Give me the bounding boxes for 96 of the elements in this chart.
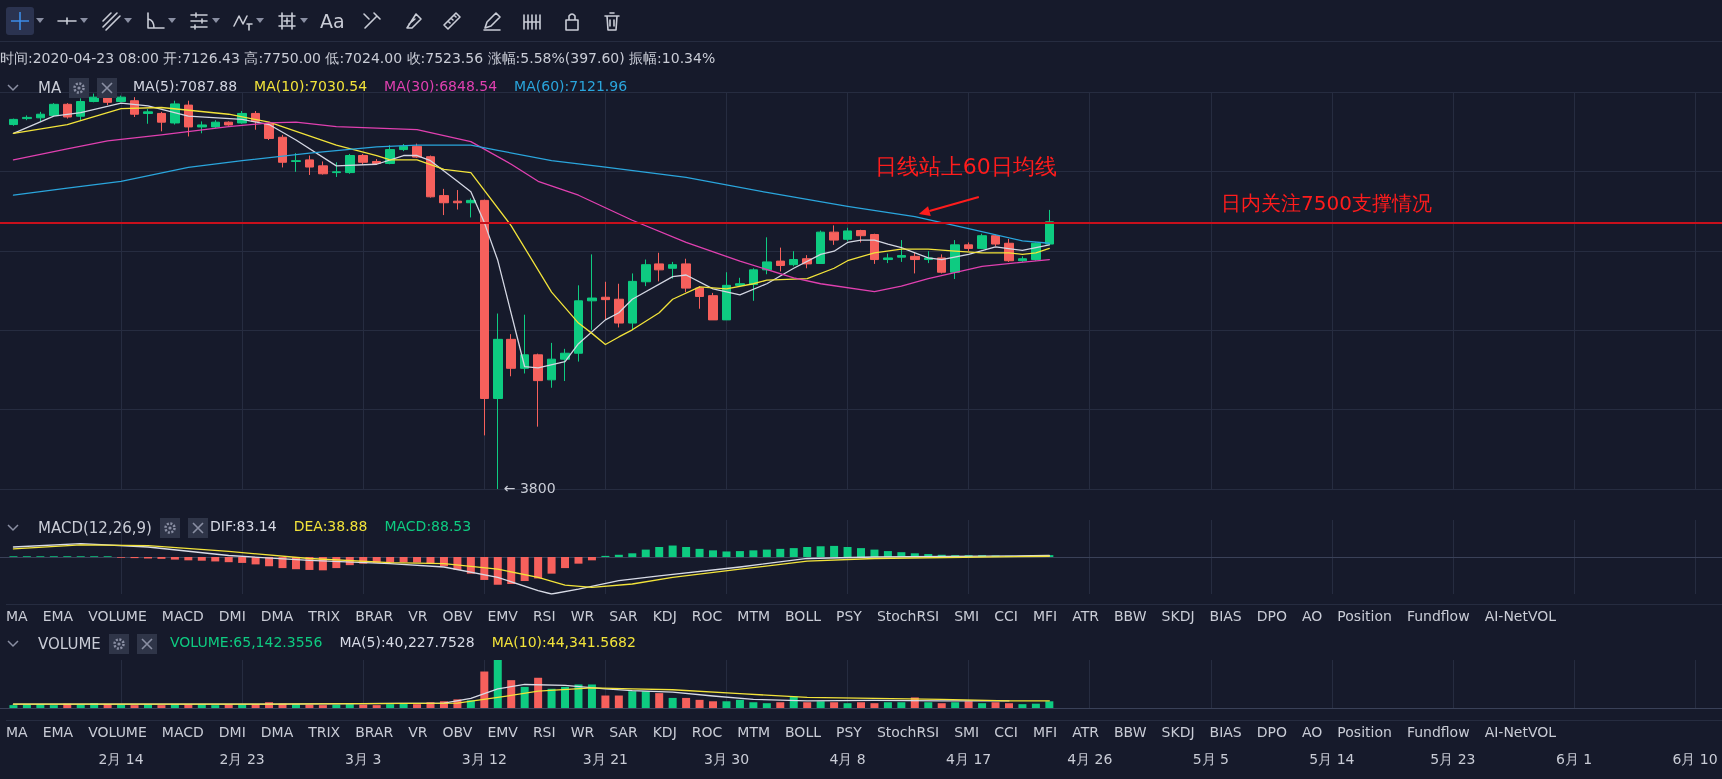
text: BOLL — [785, 724, 821, 740]
text: BOLL — [785, 608, 821, 624]
x-tick-label: 3月 21 — [582, 751, 628, 767]
text: OBV — [442, 608, 473, 624]
text: ATR — [1072, 608, 1099, 624]
ref-line-label: 日内关注7500支撑情况 — [1221, 191, 1432, 216]
text: SAR — [609, 724, 638, 740]
text: SKDJ — [1161, 608, 1195, 624]
text: MA — [6, 724, 28, 740]
text: WR — [570, 608, 595, 624]
x-tick-label: 4月 8 — [829, 751, 866, 767]
legend-title: MACD(12,26,9) — [38, 519, 152, 537]
text: StochRSI — [876, 608, 940, 624]
text: ROC — [691, 608, 723, 624]
chart-subtitle: 时间:2020-04-23 08:00 开:7126.43 高:7750.00 低:7024.00 收:7523.56 涨幅:5.58%(397.60) 振幅:10.34% — [0, 50, 716, 68]
text: DPO — [1256, 608, 1287, 624]
text: DMI — [218, 724, 246, 740]
text: BBW — [1114, 724, 1147, 740]
text: DMA — [260, 724, 294, 740]
annotation: ← 3800 — [503, 480, 556, 497]
text: MA(10):44,341.5682 — [491, 634, 636, 650]
text: KDJ — [652, 724, 677, 740]
text: AO — [1302, 724, 1323, 740]
x-tick-label: 2月 14 — [98, 751, 144, 767]
text: CCI — [994, 724, 1018, 740]
text: PSY — [836, 608, 862, 624]
text: Position — [1337, 608, 1392, 624]
text: AI-NetVOL — [1484, 608, 1557, 624]
text: MTM — [737, 724, 771, 740]
text: MTM — [737, 608, 771, 624]
text: VR — [408, 608, 428, 624]
text: WR — [570, 724, 595, 740]
text: Position — [1337, 724, 1392, 740]
text: OBV — [442, 724, 473, 740]
text: Fundflow — [1406, 724, 1470, 740]
x-tick-label: 5月 5 — [1192, 751, 1229, 767]
text: MA — [6, 608, 28, 624]
text: Aa — [320, 9, 345, 32]
legend-title: VOLUME — [38, 635, 101, 653]
x-tick-label: 5月 23 — [1430, 751, 1476, 767]
text: Fundflow — [1406, 608, 1470, 624]
x-tick-label: 4月 26 — [1067, 751, 1113, 767]
text: MACD — [161, 608, 204, 624]
x-tick-label: 2月 23 — [219, 751, 265, 767]
x-tick-label: 3月 3 — [345, 751, 382, 767]
text: RSI — [532, 724, 556, 740]
text: DMA — [260, 608, 294, 624]
text: SKDJ — [1161, 724, 1195, 740]
text: TRIX — [308, 724, 341, 740]
text: EMA — [42, 724, 74, 740]
text: TRIX — [308, 608, 341, 624]
text: DMI — [218, 608, 246, 624]
x-tick-label: 4月 17 — [946, 751, 992, 767]
text: MA(5):40,227.7528 — [339, 634, 475, 650]
text: BRAR — [355, 608, 394, 624]
annotation: 日线站上60日均线 — [874, 153, 1057, 180]
text: StochRSI — [876, 724, 940, 740]
x-tick-label: 6月 10 — [1672, 751, 1718, 767]
series-label: MA(5):7087.88 — [133, 78, 238, 94]
text: VOLUME:65,142.3556 — [170, 634, 323, 650]
text: CCI — [994, 608, 1018, 624]
legend-title: MA — [38, 79, 62, 97]
series-label: MA(10):7030.54 — [254, 78, 368, 94]
text: ROC — [691, 724, 723, 740]
text: EMV — [487, 608, 518, 624]
text: BBW — [1114, 608, 1147, 624]
text: EMV — [487, 724, 518, 740]
text: DPO — [1256, 724, 1287, 740]
text: VR — [408, 724, 428, 740]
text: SMI — [954, 608, 980, 624]
text: MA(30):6848.54 — [384, 78, 498, 94]
text: MACD — [161, 724, 204, 740]
text: BRAR — [355, 724, 394, 740]
text: EMA — [42, 608, 74, 624]
text: AI-NetVOL — [1484, 724, 1557, 740]
text: BIAS — [1209, 724, 1242, 740]
text: MFI — [1032, 724, 1058, 740]
series-label: MACD:88.53 — [384, 518, 472, 534]
x-tick-label: 3月 12 — [461, 751, 507, 767]
x-tick-label: 6月 1 — [1555, 751, 1593, 767]
text: ATR — [1072, 724, 1099, 740]
text: KDJ — [652, 608, 677, 624]
x-tick-label: 5月 14 — [1309, 751, 1355, 767]
text: MFI — [1032, 608, 1058, 624]
text: VOLUME — [88, 608, 147, 624]
text: AO — [1302, 608, 1323, 624]
series-label: DIF:83.14 — [210, 518, 277, 534]
text: VOLUME — [88, 724, 147, 740]
text: BIAS — [1209, 608, 1242, 624]
text: MA(60):7121.96 — [514, 78, 628, 94]
x-tick-label: 3月 30 — [703, 751, 750, 767]
text: RSI — [532, 608, 556, 624]
text: SMI — [954, 724, 980, 740]
text: SAR — [609, 608, 638, 624]
text: PSY — [836, 724, 862, 740]
series-label: DEA:38.88 — [293, 518, 368, 534]
